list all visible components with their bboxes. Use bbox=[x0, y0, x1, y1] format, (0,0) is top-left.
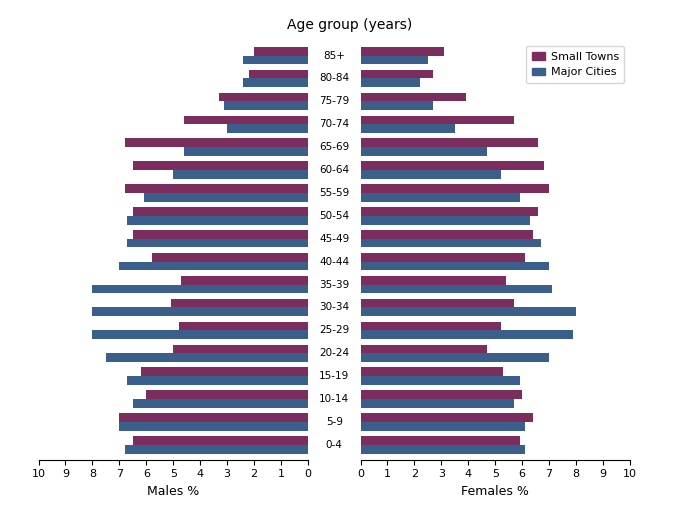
Text: 25-29: 25-29 bbox=[319, 325, 349, 335]
Bar bbox=[360, 307, 576, 316]
Bar bbox=[360, 207, 538, 216]
Bar bbox=[360, 147, 487, 156]
Bar bbox=[360, 367, 503, 376]
X-axis label: Females %: Females % bbox=[461, 485, 529, 498]
Text: 55-59: 55-59 bbox=[319, 188, 349, 198]
Bar bbox=[244, 55, 308, 64]
Bar bbox=[360, 101, 433, 110]
Bar bbox=[146, 390, 308, 399]
Text: 40-44: 40-44 bbox=[319, 257, 349, 267]
Bar bbox=[360, 253, 525, 262]
Bar bbox=[360, 216, 531, 225]
Bar bbox=[171, 299, 308, 307]
Bar bbox=[360, 162, 544, 170]
Bar bbox=[133, 230, 308, 239]
Text: 75-79: 75-79 bbox=[319, 97, 349, 106]
Bar bbox=[360, 276, 506, 284]
Bar bbox=[360, 390, 522, 399]
Bar bbox=[248, 70, 308, 78]
Bar bbox=[360, 124, 455, 133]
Text: 45-49: 45-49 bbox=[319, 234, 349, 244]
Bar bbox=[127, 216, 308, 225]
Bar bbox=[360, 344, 487, 353]
Bar bbox=[254, 47, 308, 55]
Text: 65-69: 65-69 bbox=[319, 142, 349, 152]
Bar bbox=[360, 376, 519, 385]
Bar bbox=[184, 115, 308, 124]
Bar bbox=[360, 193, 519, 202]
Bar bbox=[127, 376, 308, 385]
Text: 5-9: 5-9 bbox=[326, 417, 343, 427]
Text: 70-74: 70-74 bbox=[319, 119, 349, 129]
Bar bbox=[360, 92, 466, 101]
Text: 35-39: 35-39 bbox=[319, 279, 349, 290]
Bar bbox=[127, 239, 308, 247]
Bar bbox=[92, 330, 308, 339]
Bar bbox=[133, 207, 308, 216]
Bar bbox=[178, 322, 308, 330]
Bar bbox=[360, 115, 514, 124]
Bar bbox=[133, 162, 308, 170]
Text: 10-14: 10-14 bbox=[319, 394, 349, 404]
Bar bbox=[360, 70, 433, 78]
Text: 20-24: 20-24 bbox=[319, 348, 349, 358]
Bar bbox=[360, 422, 525, 431]
Bar bbox=[125, 138, 308, 147]
Bar bbox=[360, 170, 500, 179]
Bar bbox=[181, 276, 308, 284]
Bar bbox=[360, 239, 541, 247]
Bar bbox=[133, 436, 308, 445]
Bar bbox=[119, 422, 308, 431]
Text: 60-64: 60-64 bbox=[319, 165, 349, 175]
Bar bbox=[360, 353, 550, 362]
Text: 50-54: 50-54 bbox=[319, 211, 349, 221]
Bar bbox=[360, 413, 533, 422]
Bar bbox=[360, 262, 550, 270]
Bar bbox=[360, 322, 500, 330]
Bar bbox=[244, 78, 308, 87]
Bar bbox=[125, 184, 308, 193]
Bar bbox=[225, 101, 308, 110]
Text: Age group (years): Age group (years) bbox=[288, 18, 412, 32]
Bar bbox=[119, 413, 308, 422]
Bar bbox=[92, 284, 308, 293]
Text: 15-19: 15-19 bbox=[319, 371, 349, 381]
Text: 30-34: 30-34 bbox=[319, 302, 349, 312]
X-axis label: Males %: Males % bbox=[147, 485, 200, 498]
Bar bbox=[133, 399, 308, 408]
Bar bbox=[174, 344, 308, 353]
Text: 0-4: 0-4 bbox=[326, 440, 343, 450]
Bar bbox=[174, 170, 308, 179]
Bar bbox=[360, 284, 552, 293]
Bar bbox=[152, 253, 308, 262]
Text: 85+: 85+ bbox=[323, 50, 345, 60]
Bar bbox=[360, 138, 538, 147]
Bar bbox=[360, 55, 428, 64]
Bar bbox=[360, 399, 514, 408]
Bar bbox=[360, 47, 444, 55]
Bar bbox=[360, 299, 514, 307]
Bar bbox=[360, 445, 525, 454]
Bar bbox=[360, 230, 533, 239]
Bar bbox=[92, 307, 308, 316]
Bar bbox=[184, 147, 308, 156]
Legend: Small Towns, Major Cities: Small Towns, Major Cities bbox=[526, 46, 624, 83]
Bar bbox=[219, 92, 308, 101]
Bar bbox=[119, 262, 308, 270]
Bar bbox=[106, 353, 308, 362]
Text: 80-84: 80-84 bbox=[319, 74, 349, 83]
Bar bbox=[360, 78, 420, 87]
Bar bbox=[125, 445, 308, 454]
Bar bbox=[360, 330, 573, 339]
Bar bbox=[141, 367, 308, 376]
Bar bbox=[144, 193, 308, 202]
Bar bbox=[360, 184, 550, 193]
Bar bbox=[360, 436, 519, 445]
Bar bbox=[227, 124, 308, 133]
